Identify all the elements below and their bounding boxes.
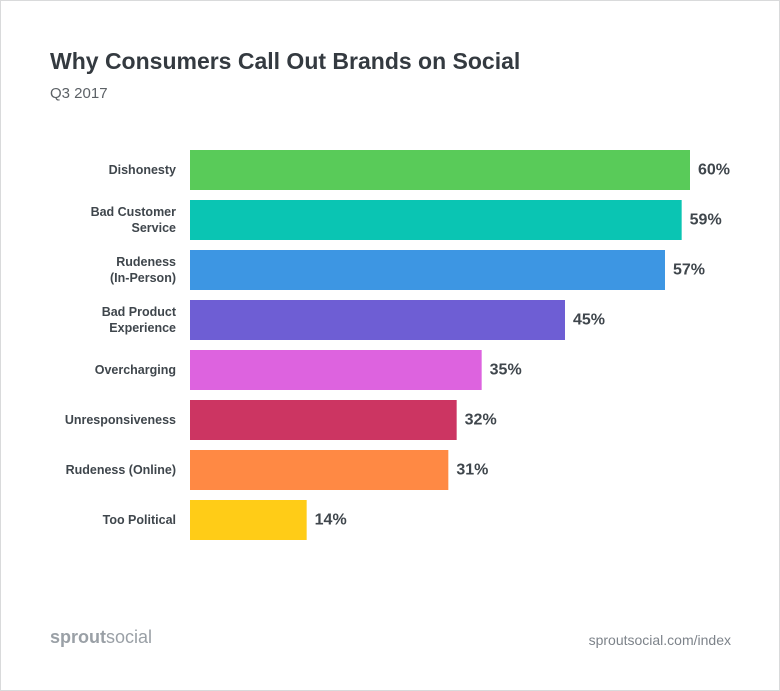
bar-7 bbox=[190, 500, 307, 540]
bar-1 bbox=[190, 200, 682, 240]
bar-5 bbox=[190, 400, 457, 440]
bar-2 bbox=[190, 250, 665, 290]
value-label-7: 14% bbox=[315, 512, 347, 529]
value-label-4: 35% bbox=[490, 362, 522, 379]
category-label-7: Too Political bbox=[103, 513, 176, 527]
category-label-0: Dishonesty bbox=[109, 163, 176, 177]
value-label-5: 32% bbox=[465, 412, 497, 429]
category-label-4: Overcharging bbox=[95, 363, 176, 377]
bar-4 bbox=[190, 350, 482, 390]
category-label-6: Rudeness (Online) bbox=[66, 463, 176, 477]
bar-0 bbox=[190, 150, 690, 190]
sproutsocial-logo: sproutsocial bbox=[50, 627, 152, 648]
value-label-3: 45% bbox=[573, 312, 605, 329]
chart-subtitle: Q3 2017 bbox=[50, 85, 108, 102]
bar-3 bbox=[190, 300, 565, 340]
source-url: sproutsocial.com/index bbox=[588, 632, 731, 648]
category-label-3: Bad Product Experience bbox=[102, 305, 177, 335]
logo-word-sprout: sprout bbox=[50, 627, 106, 647]
value-label-6: 31% bbox=[456, 462, 488, 479]
value-label-1: 59% bbox=[690, 212, 722, 229]
value-label-0: 60% bbox=[698, 162, 730, 179]
logo-word-social: social bbox=[106, 627, 153, 647]
chart-title: Why Consumers Call Out Brands on Social bbox=[50, 48, 521, 74]
category-label-5: Unresponsiveness bbox=[65, 413, 176, 427]
bar-6 bbox=[190, 450, 449, 490]
category-label-2: Rudeness (In-Person) bbox=[110, 255, 176, 285]
category-label-1: Bad Customer Service bbox=[91, 205, 177, 235]
value-label-2: 57% bbox=[673, 262, 705, 279]
